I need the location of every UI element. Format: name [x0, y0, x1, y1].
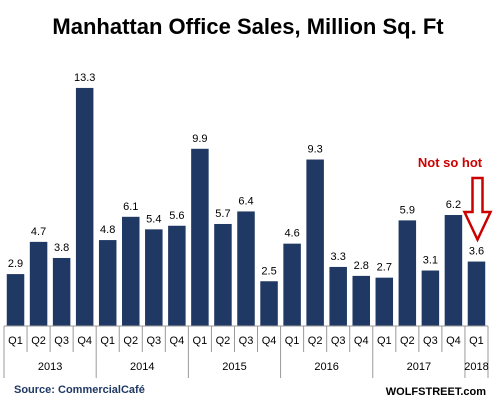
x-tick-label: Q2: [31, 335, 46, 347]
data-label: 3.3: [331, 251, 346, 263]
data-label: 9.3: [307, 144, 322, 156]
data-label: 6.1: [123, 201, 138, 213]
bars-layer: [6, 87, 486, 327]
data-label: 3.6: [469, 246, 484, 258]
bar: [191, 148, 209, 326]
x-tick-label: Q1: [8, 335, 23, 347]
data-label: 2.9: [8, 258, 23, 270]
x-tick-label: Q3: [54, 335, 69, 347]
bar: [444, 215, 463, 326]
annotation-arrow: [462, 176, 493, 243]
bar: [75, 87, 94, 327]
data-label: 6.2: [446, 199, 461, 211]
year-label: 2013: [38, 361, 62, 373]
x-tick-label: Q2: [308, 335, 323, 347]
data-label: 5.7: [215, 208, 230, 220]
annotation: Not so hot: [418, 155, 493, 243]
bar: [168, 225, 186, 326]
bar: [52, 257, 71, 326]
bar: [29, 241, 48, 326]
data-label: 2.7: [377, 262, 392, 274]
x-tick-label: Q1: [285, 335, 300, 347]
x-tick-label: Q4: [446, 335, 461, 347]
data-label: 9.9: [192, 133, 207, 145]
data-label: 2.5: [261, 265, 276, 277]
x-tick-label: Q4: [77, 335, 92, 347]
x-tick-label: Q1: [193, 335, 208, 347]
x-tick-label: Q2: [400, 335, 415, 347]
bar: [6, 274, 25, 326]
data-label: 3.8: [54, 242, 69, 254]
bar: [352, 275, 370, 326]
bar: [122, 216, 140, 326]
bar: [260, 281, 278, 326]
data-label: 6.4: [238, 195, 253, 207]
data-label: 5.6: [169, 210, 184, 222]
x-tick-label: Q3: [331, 335, 346, 347]
bar: [145, 229, 163, 326]
year-label: 2018: [464, 361, 488, 373]
bar: [375, 277, 394, 326]
bar: [214, 223, 232, 326]
data-label: 3.1: [423, 255, 438, 267]
x-tick-label: Q2: [216, 335, 231, 347]
watermark: WOLFSTREET.com: [386, 386, 486, 398]
data-label: 2.8: [354, 260, 369, 272]
source-note: Source: CommercialCafé: [14, 384, 145, 396]
data-label: 5.4: [146, 213, 161, 225]
bar: [421, 270, 440, 326]
x-tick-label: Q3: [146, 335, 161, 347]
bar: [329, 266, 347, 326]
data-labels-layer: 2.9 4.7 3.8 13.3 4.8 6.1 5.4 5.6 9.9 5.7 6.4 2.5 4.6…: [8, 72, 484, 277]
year-label: 2014: [130, 361, 154, 373]
bar: [237, 211, 255, 326]
bar: [398, 220, 417, 326]
x-axis: Q1 Q2 Q3 Q4 Q1 Q2 Q3 Q4 Q1 Q2 Q3 Q4 Q1 Q2 Q3 Q4 Q1 Q2 Q3 Q4…: [3, 325, 489, 378]
x-tick-label: Q4: [262, 335, 277, 347]
data-label: 5.9: [400, 204, 415, 216]
x-tick-label: Q3: [239, 335, 254, 347]
data-label: 4.8: [100, 224, 115, 236]
annotation-text: Not so hot: [418, 155, 483, 170]
year-label: 2015: [222, 361, 246, 373]
x-tick-label: Q1: [469, 335, 484, 347]
data-label: 4.7: [31, 226, 46, 238]
chart-title: Manhattan Office Sales, Million Sq. Ft: [52, 14, 444, 39]
x-tick-label: Q2: [123, 335, 138, 347]
bar: [306, 159, 324, 326]
bar: [467, 261, 486, 326]
x-tick-label: Q1: [377, 335, 392, 347]
data-label: 13.3: [74, 72, 95, 84]
bar: [283, 243, 301, 326]
x-tick-label: Q4: [170, 335, 185, 347]
year-label: 2016: [314, 361, 338, 373]
x-tick-label: Q3: [423, 335, 438, 347]
x-tick-label: Q1: [100, 335, 115, 347]
year-label: 2017: [407, 361, 431, 373]
x-tick-label: Q4: [354, 335, 369, 347]
data-label: 4.6: [284, 228, 299, 240]
bar: [98, 240, 117, 326]
